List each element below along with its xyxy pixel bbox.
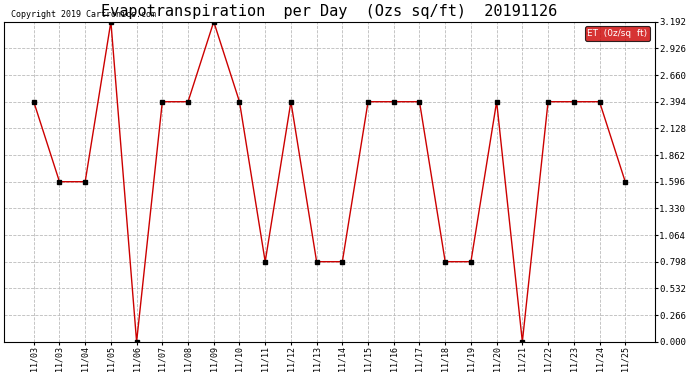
- Text: Copyright 2019 Cartronics.com: Copyright 2019 Cartronics.com: [10, 9, 156, 18]
- Legend: ET  (0z/sq  ft): ET (0z/sq ft): [584, 26, 650, 40]
- Title: Evapotranspiration  per Day  (Ozs sq/ft)  20191126: Evapotranspiration per Day (Ozs sq/ft) 2…: [101, 4, 558, 19]
